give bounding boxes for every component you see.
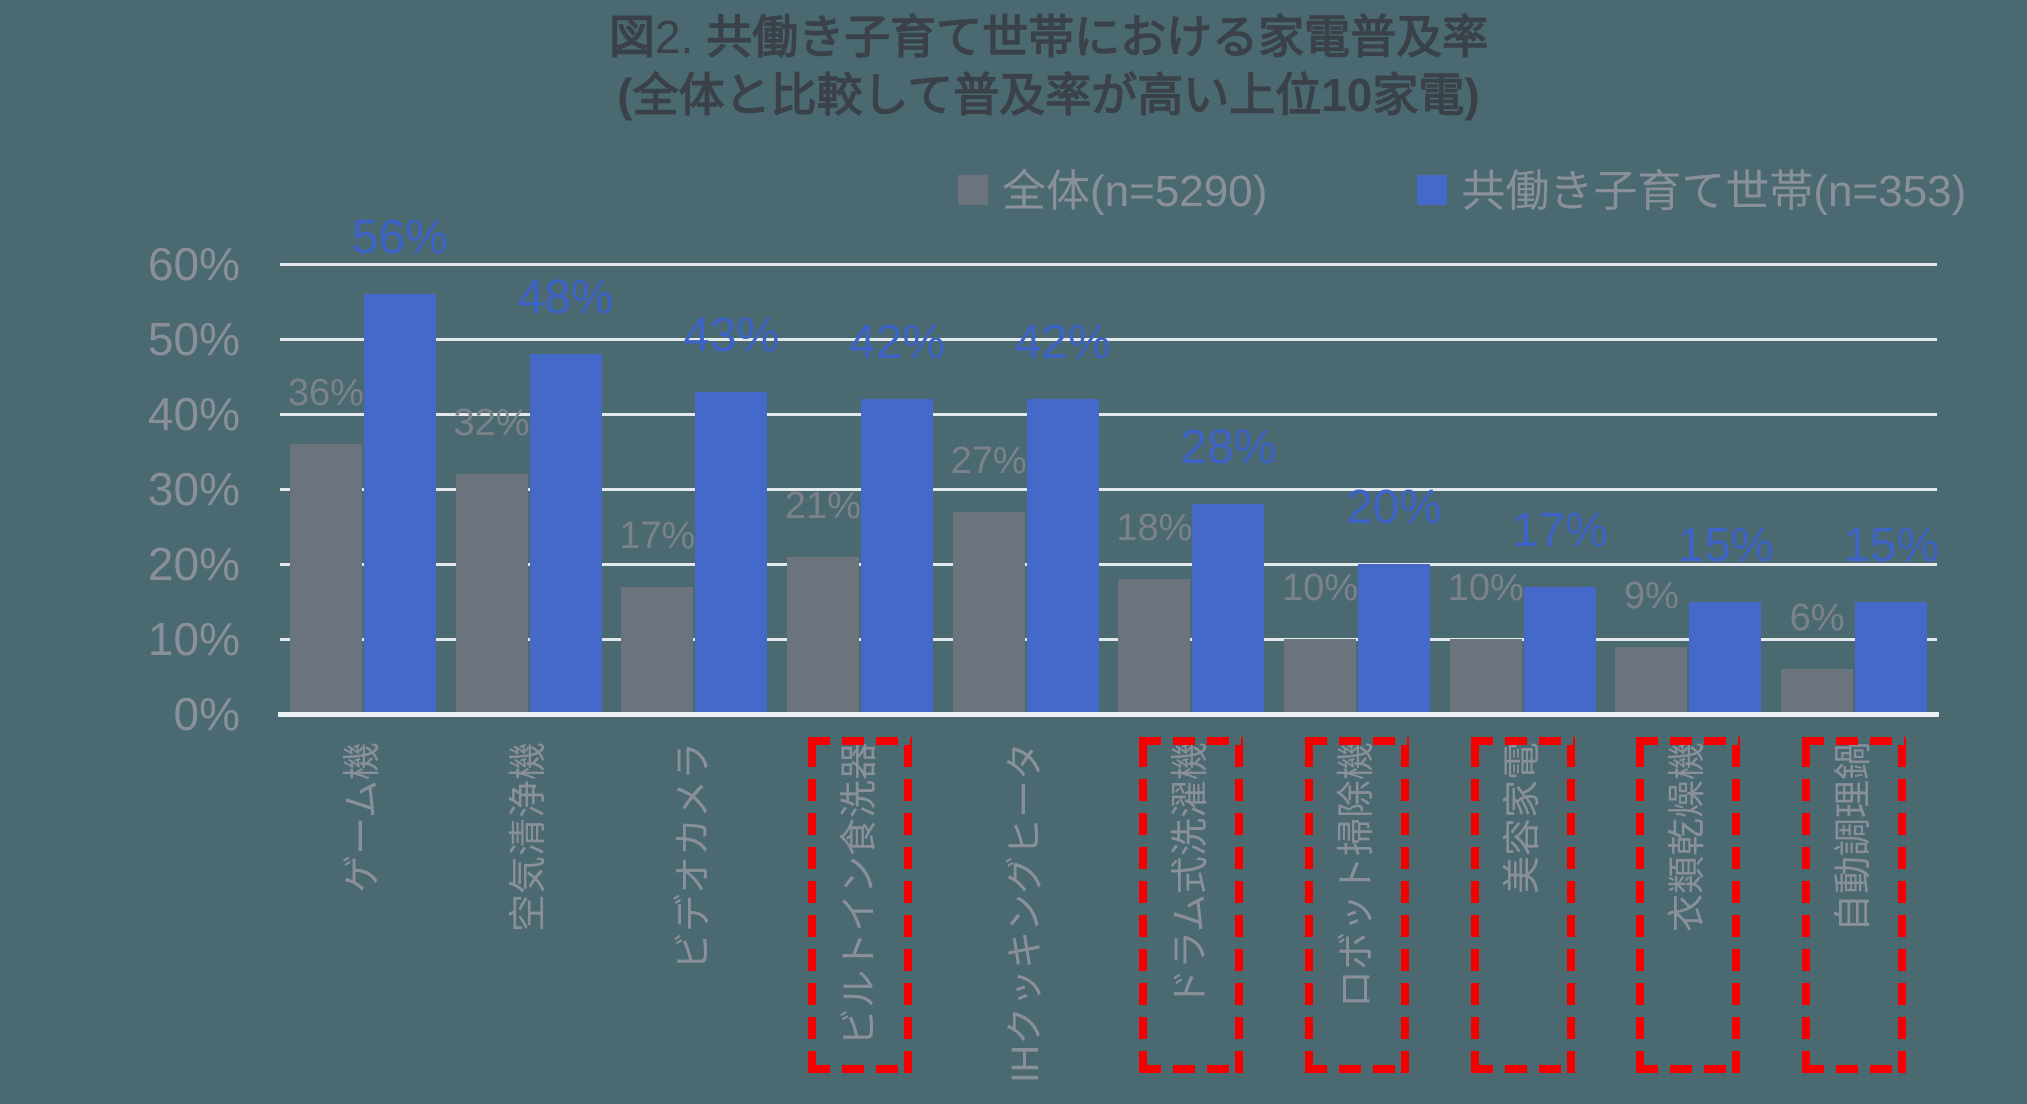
highlight-box-cat6 (1305, 737, 1410, 1073)
y-axis-label-40%: 40% (147, 388, 240, 440)
x-axis-line (278, 712, 1939, 717)
data-label-all-cat1: 32% (453, 402, 530, 444)
data-label-all-cat0: 36% (287, 372, 364, 414)
data-label-all-cat5: 18% (1116, 507, 1193, 549)
bar-dual-cat0 (363, 294, 436, 714)
bar-dual-cat4 (1026, 399, 1099, 714)
title-figure-number: 2. (654, 11, 707, 63)
gridline-60% (280, 263, 1937, 266)
bar-all-cat4 (952, 511, 1025, 714)
bar-dual-cat1 (529, 354, 602, 714)
legend-item-dual-income: 共働き子育て世帯(n=353) (1417, 168, 1966, 216)
legend-label-dual-income: 共働き子育て世帯(n=353) (1461, 167, 1967, 216)
y-axis-label-60%: 60% (147, 238, 240, 290)
data-label-dual-cat6: 20% (1346, 481, 1443, 534)
data-label-dual-cat8: 15% (1677, 518, 1774, 572)
title-figure-label: 図 (608, 11, 655, 63)
bar-dual-cat6 (1358, 564, 1431, 714)
y-axis-label-30%: 30% (147, 463, 240, 515)
bar-all-cat9 (1781, 669, 1854, 714)
data-label-all-cat2: 17% (619, 514, 696, 557)
bar-dual-cat8 (1689, 601, 1762, 714)
gridline-10% (280, 638, 1937, 641)
data-label-dual-cat7: 17% (1511, 503, 1608, 557)
data-label-all-cat4: 27% (950, 439, 1027, 482)
title-main-text: 共働き子育て世帯における家電普及率 (706, 11, 1489, 63)
legend-swatch-all (958, 175, 988, 205)
data-label-all-cat7: 10% (1447, 567, 1524, 609)
bar-dual-cat9 (1855, 601, 1928, 714)
highlight-box-cat5 (1139, 737, 1244, 1073)
bar-dual-cat3 (860, 399, 933, 714)
bar-all-cat6 (1284, 639, 1357, 714)
x-axis-label-cat1: 空気清浄機 (508, 742, 550, 1104)
data-label-all-cat3: 21% (784, 484, 861, 527)
gridline-50% (280, 338, 1937, 341)
highlight-box-cat7 (1470, 737, 1575, 1073)
x-axis-label-text-cat0: ゲーム機 (341, 742, 384, 893)
bar-dual-cat5 (1192, 504, 1265, 714)
y-axis-label-50%: 50% (147, 313, 240, 365)
y-axis-label-20%: 20% (147, 538, 240, 590)
x-axis-label-text-cat2: ビデオカメラ (673, 742, 716, 971)
legend-item-all: 全体(n=5290) (958, 168, 1267, 216)
y-axis-label-0%: 0% (173, 688, 240, 740)
data-label-all-cat8: 9% (1623, 574, 1679, 617)
data-label-dual-cat2: 43% (683, 308, 780, 362)
data-label-all-cat6: 10% (1282, 567, 1359, 609)
highlight-box-cat3 (807, 737, 912, 1073)
bar-all-cat2 (621, 586, 694, 714)
bar-all-cat7 (1449, 639, 1522, 714)
chart-title-line1: 図2. 共働き子育て世帯における家電普及率 (70, 8, 2027, 66)
bar-all-cat0 (289, 444, 362, 714)
x-axis-label-cat0: ゲーム機 (342, 742, 384, 1104)
chart-title-line2: (全体と比較して普及率が高い上位10家電) (617, 69, 1480, 121)
y-axis-label-10%: 10% (147, 613, 240, 665)
x-axis-label-cat4: IHクッキングヒータ (1005, 742, 1047, 1104)
bar-all-cat1 (455, 474, 528, 714)
legend-swatch-dual-income (1417, 175, 1448, 205)
highlight-box-cat8 (1636, 737, 1741, 1073)
data-label-dual-cat3: 42% (848, 316, 945, 369)
bar-all-cat3 (786, 556, 859, 714)
chart-title: 図2. 共働き子育て世帯における家電普及率 (全体と比較して普及率が高い上位10… (0, 8, 2027, 124)
bar-all-cat5 (1118, 579, 1191, 714)
x-axis-label-text-cat1: 空気清浄機 (507, 742, 550, 933)
data-label-all-cat9: 6% (1789, 597, 1845, 639)
bar-dual-cat7 (1523, 586, 1596, 714)
data-label-dual-cat5: 28% (1180, 421, 1277, 474)
legend: 全体(n=5290) 共働き子育て世帯(n=353) (958, 168, 1966, 216)
gridline-30% (280, 488, 1937, 491)
gridline-40% (280, 413, 1937, 416)
x-axis-label-text-cat4: IHクッキングヒータ (1004, 742, 1047, 1083)
data-label-dual-cat0: 56% (351, 211, 448, 264)
data-label-dual-cat4: 42% (1014, 316, 1111, 369)
highlight-box-cat9 (1802, 737, 1907, 1073)
data-label-dual-cat9: 15% (1843, 518, 1940, 572)
data-label-dual-cat1: 48% (517, 271, 614, 324)
x-axis-label-cat2: ビデオカメラ (673, 742, 715, 1104)
gridline-20% (280, 563, 1937, 566)
bar-dual-cat2 (695, 391, 768, 714)
legend-label-all: 全体(n=5290) (1002, 167, 1268, 216)
bar-all-cat8 (1615, 646, 1688, 714)
